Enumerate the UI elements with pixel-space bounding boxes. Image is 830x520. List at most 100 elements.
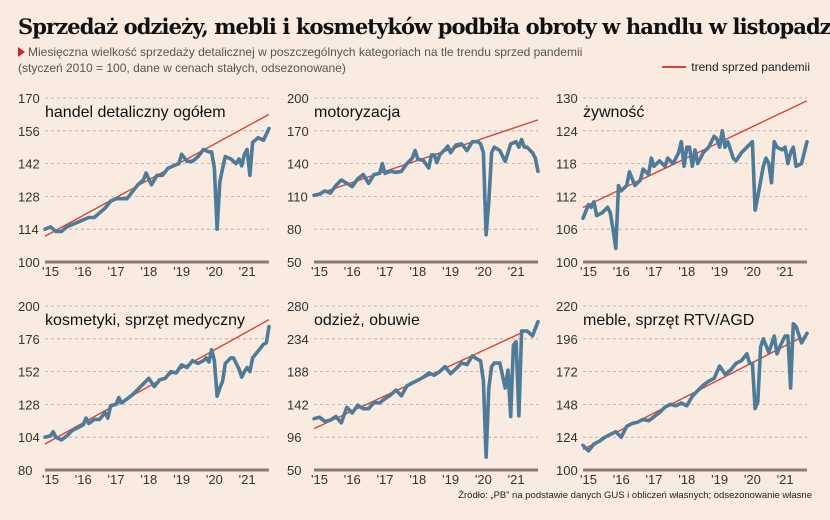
y-tick-label: 80 <box>287 222 301 237</box>
x-tick-label: '18 <box>409 264 426 279</box>
source-note: Źródło: „PB” na podstawie danych GUS i o… <box>458 490 812 501</box>
panel-6: 100 124 148 172 196 220 '15 '16 '17 '18 '19 '20 '21 m… <box>556 299 809 487</box>
panel-title: żywność <box>583 104 644 121</box>
y-tick-label: 152 <box>18 365 40 380</box>
y-tick-label: 196 <box>556 332 578 347</box>
y-tick-label: 128 <box>18 397 40 412</box>
x-tick-label: '17 <box>377 264 394 279</box>
x-tick-label: '15 <box>42 264 59 279</box>
x-tick-label: '21 <box>239 472 256 487</box>
x-tick-label: '15 <box>580 264 597 279</box>
x-tick-label: '16 <box>75 472 92 487</box>
y-tick-label: 200 <box>18 299 40 314</box>
x-tick-label: '20 <box>744 264 761 279</box>
x-tick-label: '18 <box>678 264 695 279</box>
x-tick-label: '17 <box>108 264 125 279</box>
x-tick-label: '15 <box>311 472 328 487</box>
x-tick-label: '19 <box>442 472 459 487</box>
y-tick-label: 142 <box>287 397 309 412</box>
panel-2: 50 80 110 140 170 200 '15 '16 '17 '18 '19 '20 '21 mot… <box>287 91 540 279</box>
x-tick-label: '17 <box>377 472 394 487</box>
x-tick-label: '18 <box>409 472 426 487</box>
y-tick-label: 200 <box>287 91 309 106</box>
x-tick-label: '19 <box>711 264 728 279</box>
chart-subtitle: Miesięczna wielkość sprzedaży detaliczne… <box>18 45 582 59</box>
y-tick-label: 128 <box>18 189 40 204</box>
x-tick-label: '19 <box>173 472 190 487</box>
y-tick-label: 140 <box>287 157 309 172</box>
trend-line <box>313 119 539 196</box>
x-tick-label: '15 <box>42 472 59 487</box>
x-tick-label: '18 <box>678 472 695 487</box>
legend: trend sprzed pandemii <box>662 60 810 74</box>
x-tick-label: '17 <box>646 472 663 487</box>
y-tick-label: 170 <box>287 124 309 139</box>
y-tick-label: 142 <box>18 157 40 172</box>
y-tick-label: 280 <box>287 299 309 314</box>
x-tick-label: '18 <box>140 472 157 487</box>
x-tick-label: '15 <box>580 472 597 487</box>
x-tick-label: '16 <box>344 472 361 487</box>
y-tick-label: 170 <box>18 91 40 106</box>
series-line <box>312 137 540 237</box>
x-tick-label: '20 <box>744 472 761 487</box>
x-tick-label: '16 <box>344 264 361 279</box>
panel-3: 100 106 112 118 124 130 '15 '16 '17 '18 '19 '20 '21 ż… <box>556 91 809 279</box>
x-tick-label: '16 <box>613 264 630 279</box>
chart-subtitle-note: (styczeń 2010 = 100, dane w cenach stały… <box>18 61 346 75</box>
y-tick-label: 50 <box>287 463 301 478</box>
y-tick-label: 124 <box>556 430 578 445</box>
panel-title: motoryzacja <box>314 104 400 121</box>
y-tick-label: 80 <box>18 463 32 478</box>
series-line <box>581 129 809 251</box>
panel-title: odzież, obuwie <box>314 312 420 329</box>
y-tick-label: 104 <box>18 430 40 445</box>
x-tick-label: '19 <box>173 264 190 279</box>
y-tick-label: 176 <box>18 332 40 347</box>
x-tick-label: '15 <box>311 264 328 279</box>
x-tick-label: '21 <box>239 264 256 279</box>
subtitle-text: Miesięczna wielkość sprzedaży detaliczne… <box>28 45 583 59</box>
chart-title: Sprzedaż odzieży, mebli i kosmetyków pod… <box>18 14 830 39</box>
panel-5: 50 96 142 188 234 280 '15 '16 '17 '18 '19 '20 '21 odz… <box>287 299 540 487</box>
y-tick-label: 112 <box>556 189 577 204</box>
y-tick-label: 124 <box>556 124 578 139</box>
panel-title: handel detaliczny ogółem <box>45 104 226 121</box>
y-tick-label: 188 <box>287 365 309 380</box>
panel-1: 100 114 128 142 156 170 '15 '16 '17 '18 '19 '20 '21 h… <box>18 91 271 279</box>
series-line <box>581 321 809 453</box>
x-tick-label: '21 <box>508 472 525 487</box>
y-tick-label: 100 <box>556 463 578 478</box>
x-tick-label: '20 <box>475 264 492 279</box>
x-tick-label: '17 <box>108 472 125 487</box>
panel-title: meble, sprzęt RTV/AGD <box>583 312 754 329</box>
y-tick-label: 130 <box>556 91 578 106</box>
x-tick-label: '16 <box>75 264 92 279</box>
x-tick-label: '20 <box>206 264 223 279</box>
x-tick-label: '17 <box>646 264 663 279</box>
series-line <box>43 126 271 234</box>
x-tick-label: '20 <box>475 472 492 487</box>
y-tick-label: 50 <box>287 255 301 270</box>
y-tick-label: 110 <box>287 189 308 204</box>
x-tick-label: '18 <box>140 264 157 279</box>
panel-4: 80 104 128 152 176 200 '15 '16 '17 '18 '19 '20 '21 ko… <box>18 299 271 487</box>
y-tick-label: 220 <box>556 299 578 314</box>
y-tick-label: 234 <box>287 332 309 347</box>
y-tick-label: 96 <box>287 430 301 445</box>
series-line <box>43 324 271 442</box>
y-tick-label: 148 <box>556 397 578 412</box>
y-tick-label: 100 <box>18 255 40 270</box>
legend-trend-label: trend sprzed pandemii <box>691 60 810 74</box>
y-tick-label: 100 <box>556 255 578 270</box>
series-line <box>312 319 540 460</box>
trend-line <box>582 336 802 451</box>
y-tick-label: 106 <box>556 222 578 237</box>
triangle-marker-icon <box>18 47 25 57</box>
panel-title: kosmetyki, sprzęt medyczny <box>45 312 245 329</box>
x-tick-label: '16 <box>613 472 630 487</box>
x-tick-label: '21 <box>777 472 794 487</box>
y-tick-label: 118 <box>556 157 577 172</box>
x-tick-label: '21 <box>777 264 794 279</box>
x-tick-label: '19 <box>442 264 459 279</box>
